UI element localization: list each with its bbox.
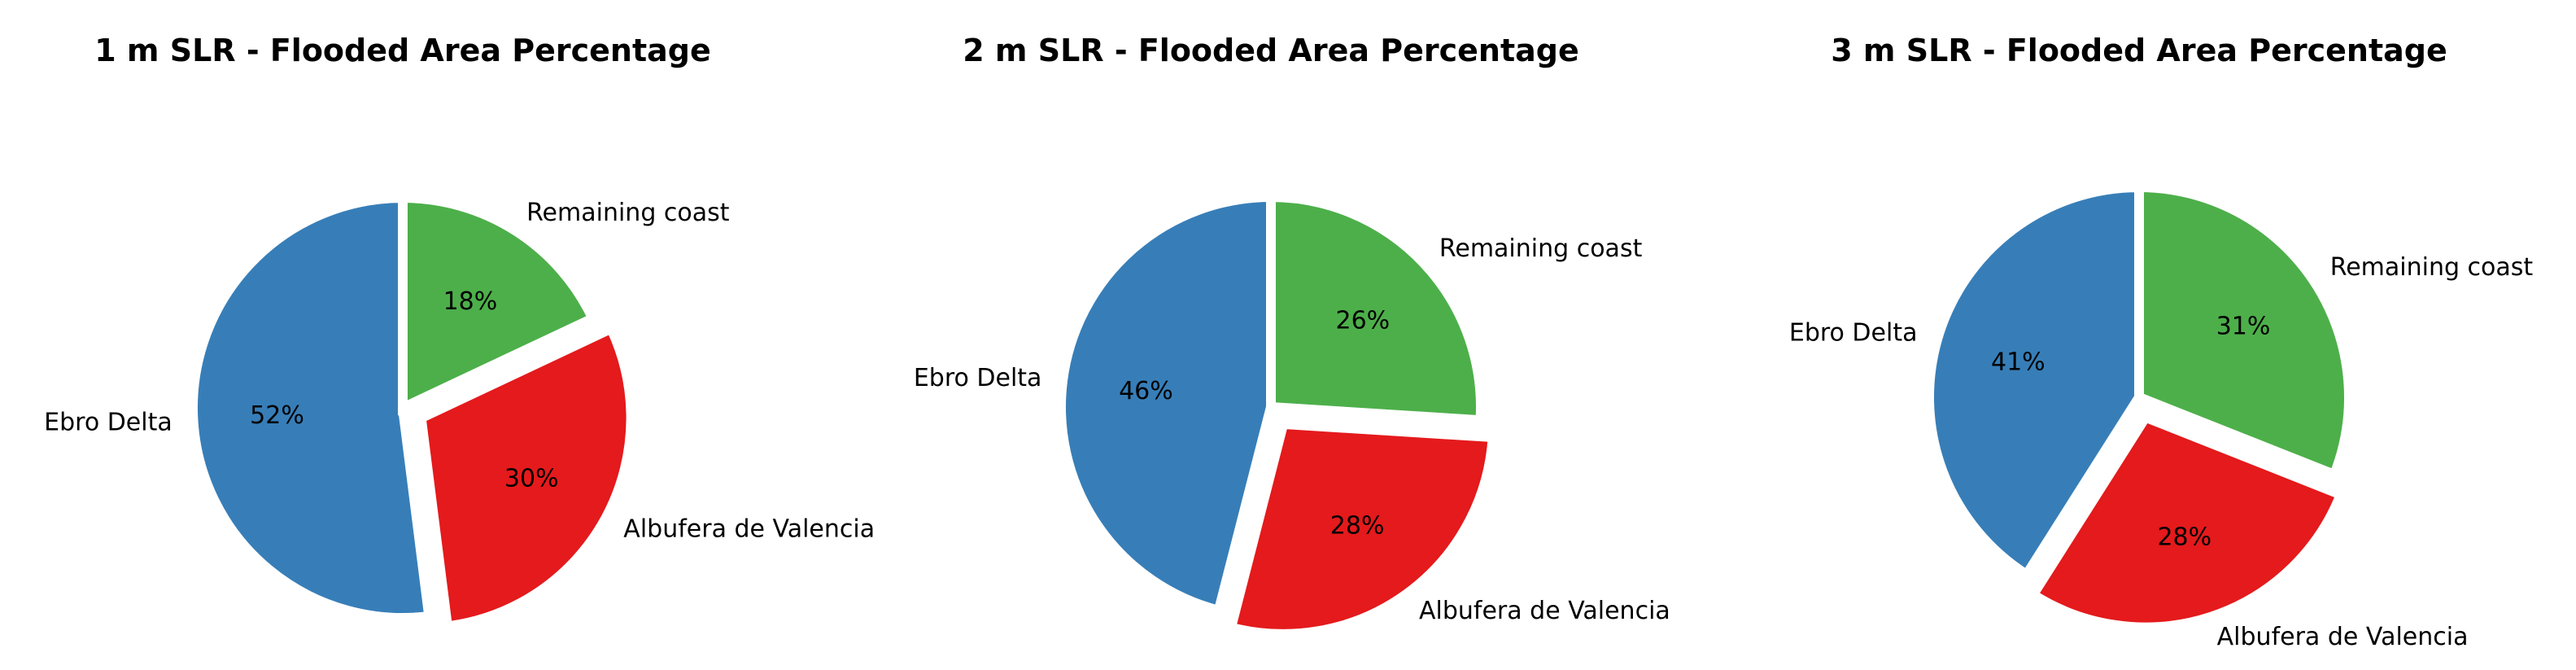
slice-percent-label: 52% [250,401,304,430]
slice-category-label: Ebro Delta [44,408,172,436]
slice-category-label: Albufera de Valencia [2217,623,2469,651]
pie-slice-albufera-de-valencia [1225,418,1499,639]
slice-percent-label: 18% [443,287,498,316]
chart-title: 2 m SLR - Flooded Area Percentage [963,33,1578,68]
slice-category-label: Albufera de Valencia [1419,597,1670,625]
pie-slice-albufera-de-valencia [416,322,636,633]
pie-panel-2m: 46% Ebro Delta 28% Albufera de Valencia 26% R… [914,33,1670,639]
slice-category-label: Remaining coast [2330,253,2534,282]
slice-percent-label: 26% [1336,307,1391,335]
pie-slice-ebro-delta [1924,182,2144,582]
slice-category-label: Ebro Delta [1789,318,1918,347]
chart-title: 3 m SLR - Flooded Area Percentage [1831,33,2447,68]
slice-percent-label: 41% [1991,348,2046,376]
pie-slice-ebro-delta [1056,191,1276,617]
pie-slice-remaining-coast [1266,191,1486,426]
slice-percent-label: 30% [504,465,559,493]
slice-category-label: Remaining coast [1439,234,1643,263]
slice-category-label: Ebro Delta [914,364,1042,392]
pie-slice-remaining-coast [398,192,600,416]
pie-slice-ebro-delta [188,192,435,623]
pie-panel-3m: 41% Ebro Delta 28% Albufera de Valencia 31% R… [1789,33,2534,651]
slice-category-label: Remaining coast [526,199,730,227]
slice-percent-label: 28% [1330,512,1385,541]
slice-percent-label: 31% [2216,312,2271,340]
pie-panel-1m: 52% Ebro Delta 30% Albufera de Valencia 18% R… [44,33,875,633]
slice-percent-label: 28% [2157,523,2211,551]
slice-category-label: Albufera de Valencia [623,515,875,544]
pie-slice-remaining-coast [2134,182,2354,481]
chart-title: 1 m SLR - Flooded Area Percentage [94,33,710,68]
slice-percent-label: 46% [1119,377,1173,405]
pie-slice-albufera-de-valencia [2026,411,2347,633]
